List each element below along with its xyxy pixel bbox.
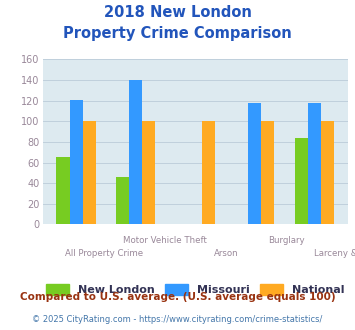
Bar	[142, 121, 155, 224]
Bar	[308, 103, 321, 224]
Bar	[321, 121, 334, 224]
Text: All Property Crime: All Property Crime	[65, 249, 143, 258]
Text: Arson: Arson	[213, 249, 238, 258]
Bar	[83, 121, 96, 224]
Bar	[56, 157, 70, 224]
Text: Larceny & Theft: Larceny & Theft	[313, 249, 355, 258]
Text: Compared to U.S. average. (U.S. average equals 100): Compared to U.S. average. (U.S. average …	[20, 292, 335, 302]
Bar	[70, 100, 83, 224]
Bar	[129, 80, 142, 224]
Bar	[116, 177, 129, 224]
Text: Burglary: Burglary	[268, 236, 305, 245]
Text: © 2025 CityRating.com - https://www.cityrating.com/crime-statistics/: © 2025 CityRating.com - https://www.city…	[32, 315, 323, 324]
Bar	[295, 138, 308, 224]
Text: 2018 New London: 2018 New London	[104, 5, 251, 20]
Bar	[248, 103, 261, 224]
Legend: New London, Missouri, National: New London, Missouri, National	[42, 280, 349, 300]
Bar	[202, 121, 215, 224]
Text: Property Crime Comparison: Property Crime Comparison	[63, 26, 292, 41]
Text: Motor Vehicle Theft: Motor Vehicle Theft	[123, 236, 207, 245]
Bar	[261, 121, 274, 224]
